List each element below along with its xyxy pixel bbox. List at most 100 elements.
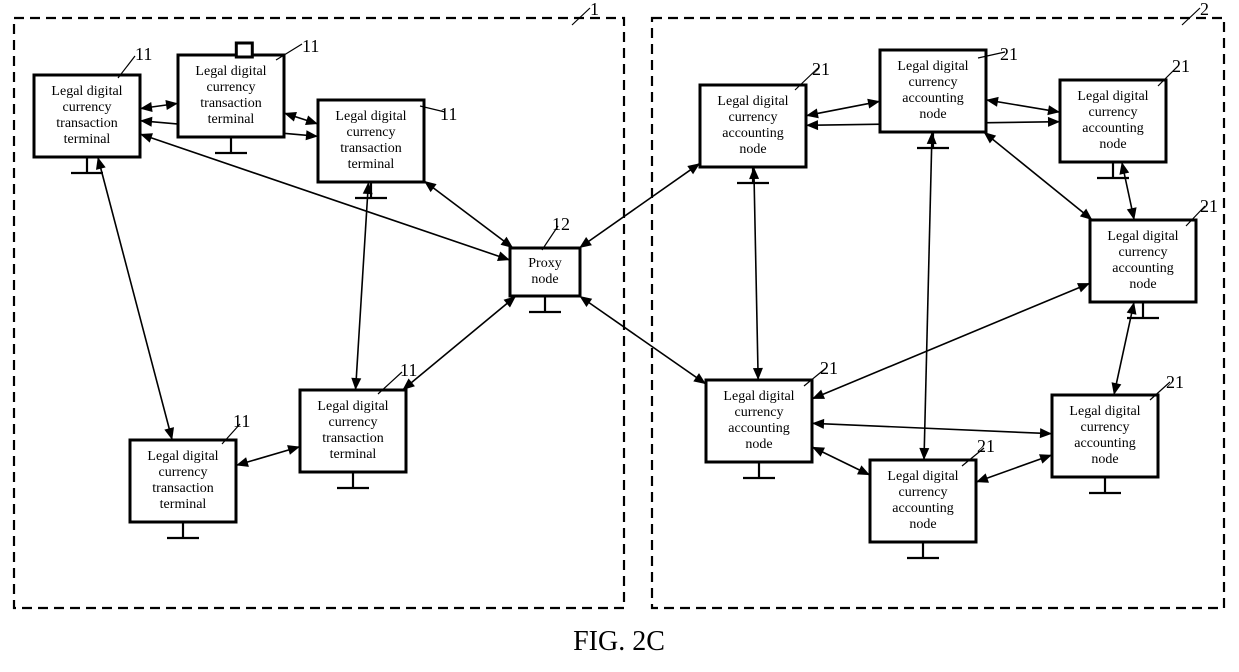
node-t2: Legal digitalcurrencytransactionterminal…	[178, 36, 319, 153]
node-a2-label-line3: node	[919, 107, 946, 122]
node-a2-ref-label: 21	[1000, 44, 1018, 64]
arrowhead-t1-t3	[306, 130, 318, 140]
node-a4-label-line2: accounting	[1112, 261, 1173, 276]
node-a2-label-line2: accounting	[902, 91, 963, 106]
node-a3-label-line3: node	[1099, 137, 1126, 152]
node-t3: Legal digitalcurrencytransactionterminal…	[318, 100, 457, 198]
node-a2: Legal digitalcurrencyaccountingnode21	[880, 44, 1018, 148]
arrowhead-a2-a6	[919, 448, 929, 460]
node-a6-label-line1: currency	[899, 485, 948, 500]
node-t3-label-line2: transaction	[340, 141, 401, 156]
node-a5: Legal digitalcurrencyaccountingnode21	[1052, 372, 1184, 493]
node-t2-tab	[236, 43, 252, 57]
node-a1-label-line2: accounting	[722, 126, 783, 141]
arrowhead-t1-t2	[165, 100, 178, 110]
arrowhead-a6-a5	[1039, 454, 1052, 463]
node-a6-label-line2: accounting	[892, 501, 953, 516]
arrowhead-proxy-a1	[687, 163, 700, 174]
node-a6: Legal digitalcurrencyaccountingnode 21	[870, 436, 995, 558]
node-a7-ref-label: 21	[820, 358, 838, 378]
edge-proxy-a7	[579, 296, 706, 384]
node-a6-label-line0: Legal digital	[887, 469, 958, 484]
figure-label: FIG. 2C	[573, 626, 665, 657]
node-t2-label-line2: transaction	[200, 96, 261, 111]
node-t1-label-line0: Legal digital	[51, 84, 122, 99]
arrowhead-a4-a2	[984, 132, 996, 143]
region-1-ref-leader	[572, 8, 590, 25]
node-a3-ref-label: 21	[1172, 56, 1190, 76]
node-a2-label-line0: Legal digital	[897, 59, 968, 74]
node-a3: Legal digitalcurrencyaccountingnode21	[1060, 56, 1190, 178]
arrowhead-a4-a5	[1112, 382, 1122, 395]
arrowhead-t2-t1	[140, 102, 153, 112]
node-proxy-label-line0: Proxy	[528, 256, 561, 271]
node-t5-label-line0: Legal digital	[147, 449, 218, 464]
node-a3-label-line1: currency	[1089, 105, 1138, 120]
node-proxy-ref-label: 12	[552, 214, 570, 234]
node-t5-ref-label: 11	[233, 411, 250, 431]
nodes-layer: Legal digitalcurrencytransactionterminal…	[34, 36, 1218, 558]
node-proxy-label-line1: node	[531, 272, 558, 287]
node-a1: Legal digitalcurrencyaccountingnode21	[700, 59, 830, 183]
node-a4-label-line3: node	[1129, 277, 1156, 292]
node-a7-label-line2: accounting	[728, 421, 789, 436]
node-t4-label-line0: Legal digital	[317, 399, 388, 414]
node-t1-label-line2: transaction	[56, 116, 117, 131]
arrowhead-t1-t5	[164, 427, 174, 440]
node-a6-ref-label: 21	[977, 436, 995, 456]
arrowhead-t5-t4	[287, 445, 300, 455]
edge-a2-a6	[924, 132, 932, 460]
node-a5-label-line1: currency	[1081, 420, 1130, 435]
arrowhead-a4-a7	[812, 390, 825, 399]
arrowhead-a2-a3	[1047, 105, 1060, 115]
region-2-ref-leader	[1182, 8, 1200, 25]
arrowhead-a5-a7	[812, 419, 824, 429]
arrowhead-a7-proxy	[579, 296, 592, 307]
node-a5-label-line0: Legal digital	[1069, 404, 1140, 419]
edge-t3-t4	[356, 182, 369, 390]
region-1-ref-label: 1	[590, 0, 599, 19]
node-a1-label-line0: Legal digital	[717, 94, 788, 109]
node-t3-ref-label: 11	[440, 104, 457, 124]
arrowhead-t3-t2	[284, 112, 297, 122]
node-a3-label-line0: Legal digital	[1077, 89, 1148, 104]
edge-t1-t5	[98, 157, 172, 440]
node-t3-label-line3: terminal	[348, 157, 395, 172]
arrowhead-a4-a3	[1119, 162, 1129, 175]
edge-a7-a4	[812, 283, 1090, 399]
arrowhead-t4-t5	[236, 457, 249, 467]
arrowhead-a1-a3	[1048, 117, 1060, 127]
node-a7-label-line0: Legal digital	[723, 389, 794, 404]
arrowhead-t3-t4	[351, 378, 361, 390]
arrowhead-t1-proxy	[497, 251, 510, 260]
node-a7-label-line3: node	[745, 437, 772, 452]
arrowhead-t2-t3	[305, 116, 318, 126]
node-t2-label-line1: currency	[207, 80, 256, 95]
node-a5-label-line2: accounting	[1074, 436, 1135, 451]
node-a4-ref-label: 21	[1200, 196, 1218, 216]
node-a1-label-line3: node	[739, 142, 766, 157]
node-t4-label-line1: currency	[329, 415, 378, 430]
arrowhead-a3-a4	[1127, 207, 1137, 220]
node-t2-ref-leader	[276, 44, 302, 60]
node-t3-label-line0: Legal digital	[335, 109, 406, 124]
arrowhead-a3-a1	[806, 120, 818, 130]
node-a7: Legal digitalcurrencyaccountingnode21	[706, 358, 838, 478]
arrowhead-a1-a2	[867, 99, 880, 109]
node-t4-ref-label: 11	[400, 360, 417, 380]
node-proxy: Proxynode 12	[510, 214, 580, 312]
arrowhead-t3-proxy	[501, 237, 514, 248]
node-t3-label-line1: currency	[347, 125, 396, 140]
diagram-canvas: 12Legal digitalcurrencytransactiontermin…	[0, 0, 1239, 672]
edge-t4-proxy	[403, 296, 517, 390]
arrowhead-a2-a4	[1080, 209, 1092, 220]
node-a5-label-line3: node	[1091, 452, 1118, 467]
node-a6-label-line3: node	[909, 517, 936, 532]
arrowhead-a3-a2	[986, 97, 999, 107]
node-t5-label-line3: terminal	[160, 497, 207, 512]
arrowhead-proxy-t3	[424, 181, 437, 192]
node-t5-label-line1: currency	[159, 465, 208, 480]
node-t1-label-line1: currency	[63, 100, 112, 115]
node-a4-label-line0: Legal digital	[1107, 229, 1178, 244]
node-a4-label-line1: currency	[1119, 245, 1168, 260]
